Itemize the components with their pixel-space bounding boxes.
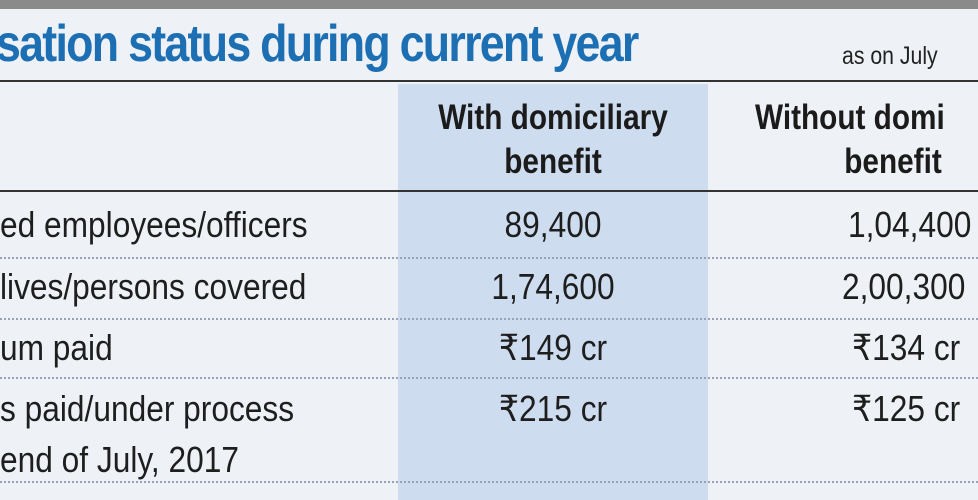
row-label: ed employees/officers bbox=[0, 204, 308, 245]
cell-without: 2,00,300 bbox=[842, 266, 966, 307]
row-label: um paid bbox=[0, 327, 113, 368]
cell-with: ₹149 cr bbox=[498, 327, 608, 368]
table-subtitle: as on July bbox=[842, 42, 938, 70]
row-label: lives/persons covered bbox=[0, 266, 307, 307]
column-header-without: Without domi benefit bbox=[755, 96, 978, 184]
row-divider bbox=[0, 481, 978, 483]
header-line: benefit bbox=[844, 142, 942, 181]
row-label: s paid/under process bbox=[0, 388, 295, 429]
header-line: Without domi bbox=[755, 98, 945, 137]
cell-without: 1,04,400 bbox=[848, 204, 972, 245]
header-line: benefit bbox=[504, 142, 602, 181]
header-line: With domiciliary bbox=[438, 98, 668, 137]
top-bar bbox=[0, 0, 978, 9]
cell-without: ₹134 cr bbox=[852, 327, 961, 368]
column-header-with: With domiciliary benefit bbox=[421, 96, 685, 184]
row-label-line2: end of July, 2017 bbox=[0, 439, 239, 480]
row-divider bbox=[0, 257, 978, 259]
title-rule bbox=[0, 80, 978, 82]
table-title: sation status during current year bbox=[0, 15, 639, 73]
row-divider bbox=[0, 377, 978, 379]
cell-with: 1,74,600 bbox=[491, 266, 615, 307]
cell-without: ₹125 cr bbox=[852, 388, 961, 429]
header-rule bbox=[0, 190, 978, 192]
cell-with: 89,400 bbox=[504, 204, 602, 245]
row-divider bbox=[0, 318, 978, 320]
cell-with: ₹215 cr bbox=[498, 388, 608, 429]
highlighted-column bbox=[398, 84, 708, 500]
